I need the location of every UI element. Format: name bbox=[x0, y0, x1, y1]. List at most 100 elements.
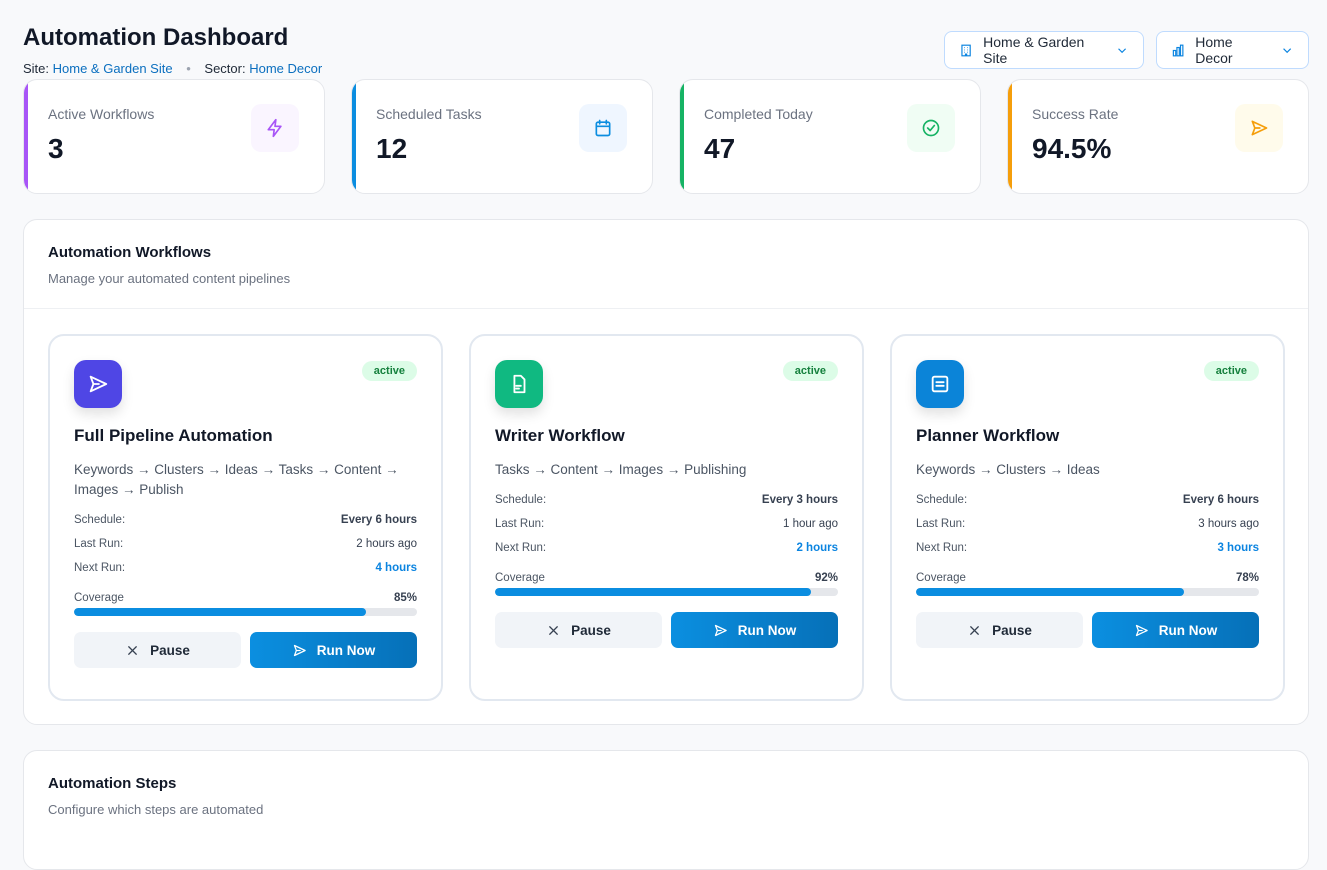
next-run-label: Next Run: bbox=[916, 542, 968, 554]
site-value[interactable]: Home & Garden Site bbox=[52, 61, 173, 76]
stat-label: Active Workflows bbox=[48, 106, 155, 122]
workflow-description: Keywords → Clusters → Ideas bbox=[916, 462, 1100, 477]
status-badge: active bbox=[361, 361, 417, 381]
chevron-down-icon bbox=[1282, 47, 1291, 53]
run-now-button[interactable]: Run Now bbox=[1092, 612, 1259, 648]
stat-card: Success Rate 94.5% bbox=[1007, 79, 1309, 194]
accent-bar bbox=[352, 80, 356, 193]
calendar-icon bbox=[595, 119, 611, 137]
close-icon bbox=[549, 625, 558, 635]
schedule-row: Schedule: Every 6 hours bbox=[74, 508, 417, 532]
send-icon bbox=[89, 375, 108, 393]
send-icon bbox=[714, 624, 727, 636]
coverage-progress bbox=[74, 608, 417, 616]
next-run-row: Next Run: 3 hours bbox=[916, 536, 1259, 560]
schedule-value: Every 6 hours bbox=[1182, 494, 1259, 506]
last-run-label: Last Run: bbox=[495, 518, 545, 530]
workflow-icon-box bbox=[74, 360, 122, 408]
stat-icon-box bbox=[251, 104, 299, 152]
coverage-label: Coverage bbox=[74, 592, 124, 604]
building-icon bbox=[961, 44, 971, 56]
accent-bar bbox=[24, 80, 28, 193]
coverage-row: Coverage 85% bbox=[74, 592, 417, 604]
run-now-label: Run Now bbox=[316, 642, 376, 658]
workflow-description: Keywords → Clusters → Ideas → Tasks → Co… bbox=[74, 462, 399, 497]
sector-selector[interactable]: Home Decor bbox=[1156, 31, 1309, 69]
document-icon bbox=[513, 374, 526, 394]
schedule-row: Schedule: Every 3 hours bbox=[495, 488, 838, 512]
pause-label: Pause bbox=[571, 622, 611, 638]
pause-button[interactable]: Pause bbox=[916, 612, 1083, 648]
workflow-card: active Planner Workflow Keywords → Clust… bbox=[890, 334, 1285, 701]
stat-icon-box bbox=[1235, 104, 1283, 152]
last-run-value: 3 hours ago bbox=[1198, 518, 1259, 530]
last-run-row: Last Run: 2 hours ago bbox=[74, 532, 417, 556]
stat-card: Completed Today 47 bbox=[679, 79, 981, 194]
coverage-value: 92% bbox=[814, 572, 838, 584]
send-icon bbox=[1135, 624, 1148, 636]
schedule-label: Schedule: bbox=[495, 494, 547, 506]
panel-title: Automation Steps bbox=[48, 775, 177, 792]
stat-icon-box bbox=[579, 104, 627, 152]
last-run-value: 2 hours ago bbox=[356, 538, 417, 550]
stat-label: Success Rate bbox=[1032, 106, 1119, 122]
pause-label: Pause bbox=[150, 642, 190, 658]
workflow-description: Tasks → Content → Images → Publishing bbox=[495, 462, 747, 477]
run-now-label: Run Now bbox=[1158, 622, 1218, 638]
workflow-icon-box bbox=[916, 360, 964, 408]
stat-label: Completed Today bbox=[704, 106, 813, 122]
next-run-value: 3 hours bbox=[1217, 542, 1259, 554]
last-run-row: Last Run: 3 hours ago bbox=[916, 512, 1259, 536]
site-label: Site: bbox=[23, 61, 50, 76]
workflow-title: Full Pipeline Automation bbox=[74, 426, 273, 445]
schedule-value: Every 6 hours bbox=[340, 514, 417, 526]
run-now-button[interactable]: Run Now bbox=[250, 632, 417, 668]
site-sector-info: Site: Home & Garden Site • Sector: Home … bbox=[23, 61, 322, 76]
stat-card: Active Workflows 3 bbox=[23, 79, 325, 194]
run-now-label: Run Now bbox=[737, 622, 797, 638]
last-run-label: Last Run: bbox=[74, 538, 124, 550]
last-run-label: Last Run: bbox=[916, 518, 966, 530]
pause-label: Pause bbox=[992, 622, 1032, 638]
workflow-card: active Writer Workflow Tasks → Content →… bbox=[469, 334, 864, 701]
stat-value: 47 bbox=[704, 133, 736, 164]
coverage-row: Coverage 78% bbox=[916, 572, 1259, 584]
coverage-fill bbox=[495, 588, 811, 596]
next-run-value: 4 hours bbox=[375, 562, 417, 574]
stat-icon-box bbox=[907, 104, 955, 152]
workflow-title: Planner Workflow bbox=[916, 426, 1060, 445]
accent-bar bbox=[1008, 80, 1012, 193]
run-now-button[interactable]: Run Now bbox=[671, 612, 838, 648]
workflow-icon-box bbox=[495, 360, 543, 408]
next-run-row: Next Run: 4 hours bbox=[74, 556, 417, 580]
stat-value: 94.5% bbox=[1032, 133, 1112, 164]
stat-label: Scheduled Tasks bbox=[376, 106, 482, 122]
next-run-label: Next Run: bbox=[74, 562, 126, 574]
coverage-progress bbox=[916, 588, 1259, 596]
page-title: Automation Dashboard bbox=[23, 24, 289, 51]
panel-description: Configure which steps are automated bbox=[48, 802, 264, 817]
site-selector-label: Home & Garden Site bbox=[983, 34, 1085, 66]
pause-button[interactable]: Pause bbox=[74, 632, 241, 668]
coverage-progress bbox=[495, 588, 838, 596]
next-run-value: 2 hours bbox=[796, 542, 838, 554]
next-run-label: Next Run: bbox=[495, 542, 547, 554]
sector-selector-label: Home Decor bbox=[1195, 34, 1233, 66]
lightning-icon bbox=[267, 118, 282, 138]
site-selector[interactable]: Home & Garden Site bbox=[944, 31, 1144, 69]
list-icon bbox=[931, 375, 949, 393]
check-circle-icon bbox=[922, 119, 940, 137]
workflows-panel: Automation Workflows Manage your automat… bbox=[23, 219, 1309, 725]
workflow-title: Writer Workflow bbox=[495, 426, 625, 445]
coverage-value: 85% bbox=[393, 592, 417, 604]
coverage-value: 78% bbox=[1235, 572, 1259, 584]
sector-value[interactable]: Home Decor bbox=[249, 61, 323, 76]
steps-panel: Automation Steps Configure which steps a… bbox=[23, 750, 1309, 870]
accent-bar bbox=[680, 80, 684, 193]
last-run-row: Last Run: 1 hour ago bbox=[495, 512, 838, 536]
pause-button[interactable]: Pause bbox=[495, 612, 662, 648]
schedule-value: Every 3 hours bbox=[761, 494, 838, 506]
panel-title: Automation Workflows bbox=[48, 244, 212, 261]
chevron-down-icon bbox=[1117, 47, 1126, 53]
stat-card: Scheduled Tasks 12 bbox=[351, 79, 653, 194]
